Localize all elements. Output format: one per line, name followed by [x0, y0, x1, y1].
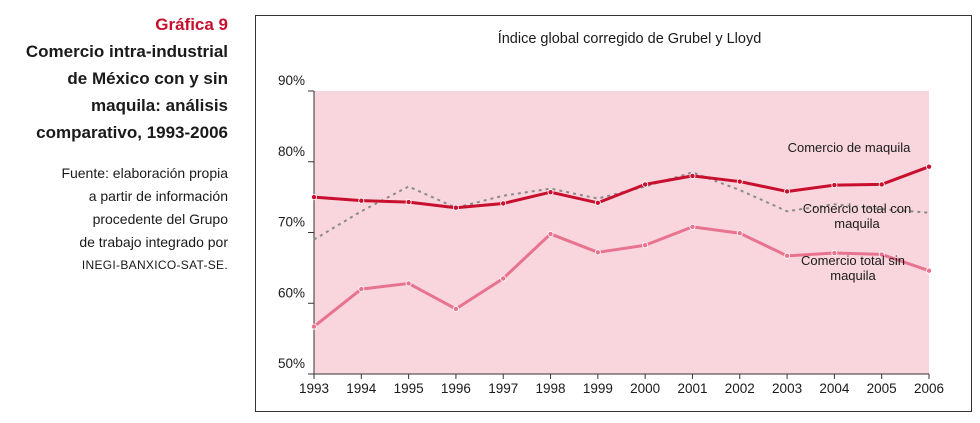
- plot-background: [314, 91, 929, 374]
- data-point-comercio-de-maquila: [784, 188, 791, 195]
- data-point-comercio-total-sin-maquila: [878, 251, 885, 258]
- series-label-comercio-de-maquila: Comercio de maquila: [788, 140, 912, 155]
- data-point-comercio-total-sin-maquila: [594, 249, 601, 256]
- data-point-comercio-de-maquila: [500, 200, 507, 207]
- x-tick-label: 1998: [536, 381, 566, 396]
- x-tick-label: 1993: [299, 381, 329, 396]
- figure-title-line: comparativo, 1993-2006: [36, 123, 228, 142]
- line-chart: Índice global corregido de Grubel y Lloy…: [278, 30, 944, 396]
- data-point-comercio-total-sin-maquila: [311, 323, 318, 330]
- data-point-comercio-total-sin-maquila: [784, 252, 791, 259]
- y-tick-label: 50%: [278, 356, 305, 371]
- data-point-comercio-total-sin-maquila: [689, 223, 696, 230]
- x-tick-label: 2001: [677, 381, 707, 396]
- chart-frame: Índice global corregido de Grubel y Lloy…: [255, 15, 972, 412]
- data-point-comercio-de-maquila: [311, 194, 318, 201]
- y-tick-label: 70%: [278, 215, 305, 230]
- data-point-comercio-de-maquila: [831, 182, 838, 189]
- figure-title-line: maquila: análisis: [91, 96, 228, 115]
- y-tick-label: 80%: [278, 144, 305, 159]
- x-tick-label: 1994: [346, 381, 377, 396]
- y-tick-label: 90%: [278, 73, 305, 88]
- data-point-comercio-de-maquila: [926, 163, 933, 170]
- source-line: a partir de información: [88, 188, 228, 204]
- series-line-comercio-de-maquila: [313, 165, 930, 210]
- data-point-comercio-total-sin-maquila: [358, 286, 365, 293]
- data-point-comercio-total-sin-maquila: [831, 250, 838, 257]
- figure-title-line: Comercio intra-industrial: [25, 42, 228, 61]
- x-tick-label: 2004: [819, 381, 850, 396]
- x-tick-label: 1996: [441, 381, 471, 396]
- source-line: Fuente: elaboración propia: [61, 165, 228, 181]
- data-point-comercio-de-maquila: [547, 189, 554, 196]
- data-point-comercio-total-sin-maquila: [547, 230, 554, 237]
- x-tick-label: 2005: [867, 381, 897, 396]
- data-point-comercio-de-maquila: [642, 181, 649, 188]
- chart-title: Índice global corregido de Grubel y Lloy…: [498, 30, 762, 47]
- source-line: procedente del Grupo: [92, 211, 228, 227]
- figure-label: Gráfica 9: [155, 15, 228, 34]
- x-tick-label: 1995: [394, 381, 424, 396]
- data-point-comercio-de-maquila: [358, 197, 365, 204]
- figure-title-line: de México con y sin: [67, 69, 228, 88]
- data-point-comercio-de-maquila: [689, 172, 696, 179]
- series-line-comercio-total-sin-maquila: [313, 225, 930, 328]
- data-point-comercio-de-maquila: [736, 178, 743, 185]
- data-point-comercio-total-sin-maquila: [405, 280, 412, 287]
- data-point-comercio-total-sin-maquila: [926, 267, 933, 274]
- data-point-comercio-total-sin-maquila: [500, 275, 507, 282]
- data-point-comercio-de-maquila: [594, 199, 601, 206]
- data-point-comercio-de-maquila: [878, 181, 885, 188]
- x-tick-label: 2003: [772, 381, 802, 396]
- x-tick-label: 2006: [914, 381, 944, 396]
- figure-source: Fuente: elaboración propia a partir de i…: [0, 162, 228, 277]
- x-tick-label: 1997: [488, 381, 518, 396]
- series-label-comercio-total-con-maquila: Comercio total con: [803, 201, 911, 216]
- series-label-comercio-total-con-maquila: maquila: [834, 216, 880, 231]
- figure-title: Comercio intra-industrial de México con …: [0, 38, 228, 146]
- data-point-comercio-total-sin-maquila: [736, 230, 743, 237]
- y-tick-label: 60%: [278, 285, 305, 300]
- x-tick-label: 2000: [630, 381, 660, 396]
- series-label-comercio-total-sin-maquila: maquila: [830, 268, 876, 283]
- x-tick-label: 2002: [725, 381, 755, 396]
- data-point-comercio-total-sin-maquila: [642, 242, 649, 249]
- data-point-comercio-de-maquila: [405, 199, 412, 206]
- data-point-comercio-total-sin-maquila: [452, 305, 459, 312]
- source-organizations: INEGI-BANXICO-SAT-SE.: [81, 258, 228, 272]
- series-label-comercio-total-sin-maquila: Comercio total sin: [801, 253, 905, 268]
- figure-caption: Gráfica 9 Comercio intra-industrial de M…: [0, 14, 228, 277]
- data-point-comercio-de-maquila: [452, 204, 459, 211]
- x-tick-label: 1999: [583, 381, 613, 396]
- source-line: de trabajo integrado por: [79, 234, 228, 250]
